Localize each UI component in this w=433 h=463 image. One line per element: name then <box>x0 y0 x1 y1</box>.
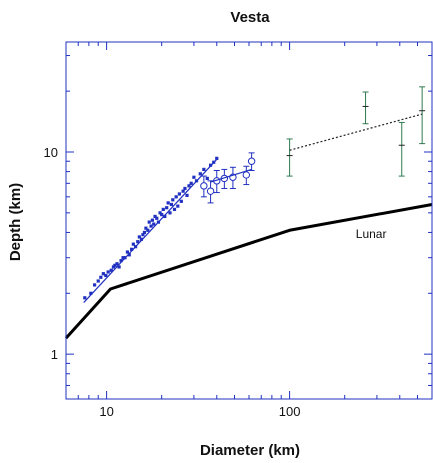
x-tick-label: 100 <box>279 404 301 419</box>
small-crater-point <box>215 156 219 160</box>
small-crater-point <box>144 226 148 230</box>
small-crater-point <box>185 193 189 197</box>
small-crater-point <box>149 224 153 228</box>
small-crater-point <box>161 207 165 212</box>
small-crater-point <box>183 186 187 191</box>
small-crater-point <box>93 283 97 287</box>
small-crater-point <box>131 242 135 246</box>
small-crater-point <box>179 199 183 203</box>
small-crater-point <box>189 181 193 185</box>
small-crater-point <box>117 265 121 269</box>
small-crater-point <box>104 273 108 278</box>
small-crater-point <box>181 189 185 193</box>
small-crater-point <box>101 272 105 276</box>
crater-circle-point <box>242 171 251 179</box>
y-tick-label: 10 <box>44 145 58 160</box>
small-crater-point <box>177 192 182 196</box>
axis-ticks: 10 100 1 10 Lunar <box>44 42 433 419</box>
small-crater-point <box>155 216 159 220</box>
small-crater-point <box>192 175 196 179</box>
small-crater-point <box>174 195 178 199</box>
small-crater-point <box>142 230 147 235</box>
small-crater-point <box>130 247 134 251</box>
small-crater-point <box>202 167 206 172</box>
small-crater-point <box>158 211 162 215</box>
small-crater-point <box>141 233 145 237</box>
small-crater-point <box>187 184 191 188</box>
small-crater-point <box>152 222 156 226</box>
small-crater-point <box>109 268 113 272</box>
small-crater-point <box>106 270 110 274</box>
small-crater-point <box>165 206 169 210</box>
small-crater-point <box>205 176 209 181</box>
small-crater-point <box>171 198 175 202</box>
small-crater-point <box>127 253 131 257</box>
small-crater-point <box>139 237 144 241</box>
small-crater-point <box>176 204 180 208</box>
small-crater-point <box>89 291 93 295</box>
small-crater-point <box>136 240 140 244</box>
basin-trend-line <box>289 113 423 151</box>
chart-title: Vesta <box>230 9 270 26</box>
x-tick-label: 10 <box>99 404 113 419</box>
crater-fit-line <box>210 168 252 183</box>
small-crater-point <box>121 256 125 260</box>
small-crater-point <box>168 211 172 215</box>
small-crater-point <box>198 172 202 176</box>
plot-frame <box>65 41 433 400</box>
x-axis-label: Diameter (km) <box>200 442 300 459</box>
small-crater-point <box>150 218 155 222</box>
small-crater-point <box>166 201 170 205</box>
small-crater-point <box>96 279 100 283</box>
small-crater-point <box>119 259 123 263</box>
crater-circle-point <box>206 187 215 195</box>
plot-area <box>64 86 433 340</box>
small-crater-point <box>113 263 117 267</box>
small-crater-point <box>160 213 164 217</box>
y-tick-label: 1 <box>51 347 58 362</box>
small-crater-point <box>125 250 130 254</box>
small-crater-point <box>153 214 157 219</box>
small-crater-point <box>111 265 116 269</box>
small-crater-point <box>146 228 150 232</box>
small-crater-point <box>172 207 177 212</box>
lunar-line <box>64 203 433 340</box>
crater-circle-point <box>200 182 208 190</box>
small-crater-point <box>163 214 167 219</box>
lunar-label: Lunar <box>356 227 387 241</box>
small-crater-point <box>147 220 151 224</box>
small-crater-point <box>115 262 119 266</box>
small-crater-point <box>169 202 174 207</box>
y-axis-label: Depth (km) <box>7 183 24 261</box>
small-crater-point <box>99 275 103 279</box>
crater-circle-point <box>247 157 256 165</box>
small-crater-point <box>83 296 87 300</box>
crater-fit-line <box>83 158 218 303</box>
small-crater-point <box>137 235 141 239</box>
